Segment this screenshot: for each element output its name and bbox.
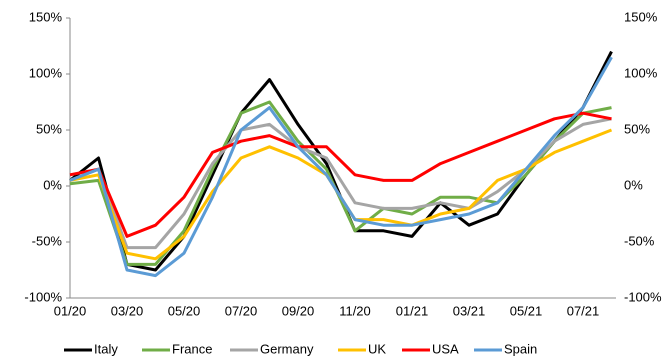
x-tick-label: 01/21 [396,303,429,318]
x-tick-label: 03/20 [111,303,144,318]
x-tick-label: 09/20 [282,303,315,318]
series-line [69,111,612,238]
legend-label: UK [368,341,386,356]
x-tick-label: 01/20 [54,303,87,318]
y-tick-label: -100% [24,289,62,304]
y-tick-label: 100% [29,65,63,80]
x-tick-label: 03/21 [453,303,486,318]
legend-label: Spain [504,341,537,356]
y-tick-label: 150% [29,9,63,24]
legend-label: USA [432,341,459,356]
y2-tick-label: -50% [624,233,655,248]
series-line [69,56,613,278]
x-tick-label: 07/21 [567,303,600,318]
series-line [69,100,612,266]
x-tick-label: 05/21 [510,303,543,318]
y-tick-label: 50% [36,121,62,136]
y2-tick-label: 100% [624,65,658,80]
x-tick-label: 05/20 [168,303,201,318]
y-tick-label: -50% [32,233,63,248]
y-tick-label: 0% [43,177,62,192]
y2-tick-label: 150% [624,9,658,24]
y2-tick-label: 0% [624,177,643,192]
legend-label: Italy [94,341,118,356]
y2-tick-label: 50% [624,121,650,136]
legend-label: France [172,341,212,356]
x-tick-label: 07/20 [225,303,258,318]
legend-label: Germany [260,341,314,356]
y2-tick-label: -100% [624,289,662,304]
x-tick-label: 11/20 [339,303,371,318]
